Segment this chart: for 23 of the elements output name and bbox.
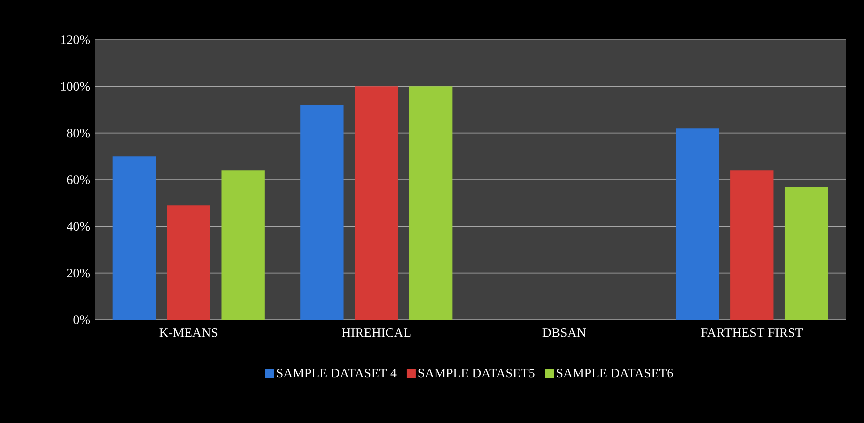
y-tick-label: 120% bbox=[61, 36, 90, 44]
y-tick-label: 20% bbox=[67, 268, 90, 278]
bar bbox=[167, 206, 210, 320]
y-tick-label: 80% bbox=[67, 128, 90, 138]
bar bbox=[112, 156, 156, 320]
y-tick-label: 60% bbox=[67, 176, 90, 184]
x-tick-label: K-MEANS bbox=[160, 328, 218, 338]
y-tick-label: 0% bbox=[74, 316, 90, 324]
y-tick-label: 100% bbox=[61, 82, 90, 92]
bar bbox=[222, 170, 265, 320]
legend-label: SAMPLE DATASET5 bbox=[418, 368, 535, 378]
bar bbox=[730, 170, 774, 320]
legend-label: SAMPLE DATASET6 bbox=[557, 368, 674, 378]
bar bbox=[300, 105, 344, 320]
bar bbox=[784, 187, 828, 320]
bar bbox=[676, 128, 720, 320]
bar bbox=[409, 86, 453, 320]
x-tick-label: FARTHEST FIRST bbox=[701, 328, 804, 338]
x-tick-label: DBSAN bbox=[542, 328, 586, 338]
x-tick-label: HIREHICAL bbox=[342, 328, 411, 338]
y-tick-label: 40% bbox=[67, 222, 90, 232]
bar bbox=[355, 86, 398, 320]
legend-label: SAMPLE DATASET 4 bbox=[277, 368, 397, 378]
